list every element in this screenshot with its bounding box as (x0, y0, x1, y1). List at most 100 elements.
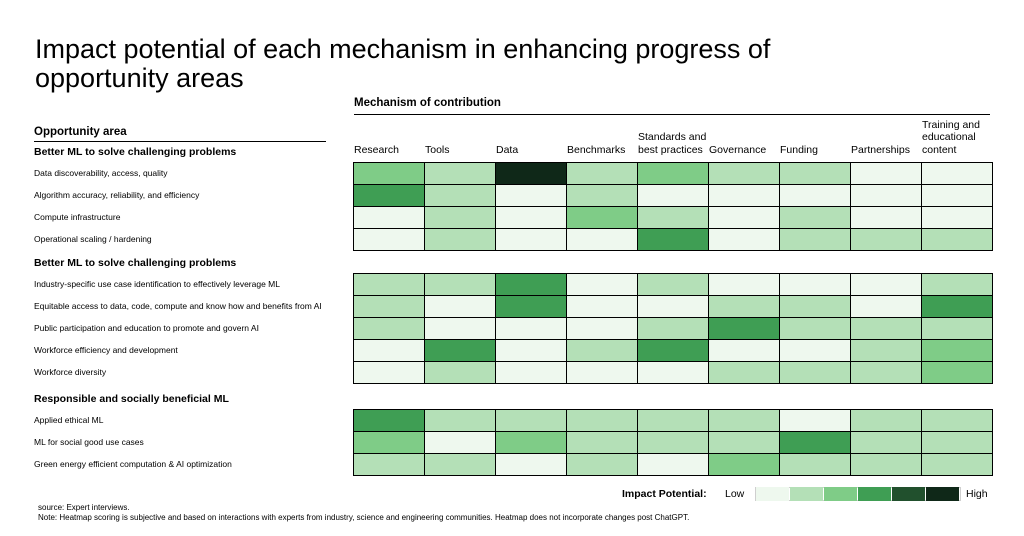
heatmap-cell (424, 409, 496, 432)
heatmap-cell (495, 453, 567, 476)
heatmap-cell (495, 228, 567, 251)
heatmap-cell (850, 206, 922, 229)
heatmap-cell (708, 409, 780, 432)
row-label: Operational scaling / hardening (34, 234, 152, 244)
heatmap-cell (708, 162, 780, 185)
heatmap-cell (495, 206, 567, 229)
column-header: Data (496, 143, 519, 156)
row-label: Applied ethical ML (34, 415, 104, 425)
heatmap-cell (495, 361, 567, 384)
column-axis-title: Mechanism of contribution (354, 97, 501, 109)
row-label: Data discoverability, access, quality (34, 168, 168, 178)
row-label: Green energy efficient computation & AI … (34, 459, 232, 469)
legend-title: Impact Potential: (622, 488, 707, 500)
heatmap-cell (850, 162, 922, 185)
heatmap-cell (779, 317, 851, 340)
row-label: Workforce diversity (34, 367, 107, 377)
group-label: Responsible and socially beneficial ML (34, 393, 229, 405)
heatmap-cell (353, 162, 425, 185)
heatmap-cell (637, 431, 709, 454)
heatmap-cell (779, 453, 851, 476)
heatmap-cell (637, 361, 709, 384)
heatmap-cell (566, 339, 638, 362)
heatmap-cell (850, 409, 922, 432)
heatmap-cell (637, 317, 709, 340)
column-header: Standards and best practices (638, 131, 707, 156)
heatmap-cell (495, 162, 567, 185)
heatmap-cell (708, 295, 780, 318)
legend-swatch (756, 487, 789, 501)
heatmap-cell (850, 273, 922, 296)
heatmap-cell (353, 228, 425, 251)
heatmap-cell (424, 273, 496, 296)
heatmap-cell (566, 228, 638, 251)
heatmap-cell (353, 206, 425, 229)
heatmap-cell (708, 206, 780, 229)
heatmap-cell (566, 361, 638, 384)
heatmap-cell (424, 317, 496, 340)
heatmap-cell (921, 184, 993, 207)
heatmap-cell (424, 361, 496, 384)
heatmap-cell (779, 273, 851, 296)
legend-low-label: Low (725, 488, 745, 500)
heatmap-cell (850, 361, 922, 384)
heatmap-cell (495, 273, 567, 296)
heatmap-cell (637, 228, 709, 251)
row-label: ML for social good use cases (34, 437, 144, 447)
heatmap-cell (566, 409, 638, 432)
group-label: Better ML to solve challenging problems (34, 257, 237, 269)
heatmap-cell (850, 431, 922, 454)
heatmap-cell (708, 228, 780, 251)
heatmap-cell (708, 317, 780, 340)
heatmap-cell (921, 162, 993, 185)
row-label: Public participation and education to pr… (34, 323, 259, 333)
heatmap-cell (779, 361, 851, 384)
row-axis-title: Opportunity area (34, 126, 127, 138)
heatmap-cell (850, 453, 922, 476)
heatmap-cell (637, 206, 709, 229)
heatmap-cell (424, 431, 496, 454)
heatmap-cell (850, 317, 922, 340)
heatmap-cell (495, 431, 567, 454)
column-header: Partnerships (851, 143, 910, 156)
legend-swatch (892, 487, 925, 501)
heatmap-cell (424, 339, 496, 362)
heatmap-cell (353, 295, 425, 318)
heatmap-cell (921, 361, 993, 384)
heatmap-cell (779, 295, 851, 318)
heatmap-cell (353, 431, 425, 454)
heatmap-cell (921, 273, 993, 296)
row-label: Workforce efficiency and development (34, 345, 178, 355)
heatmap-cell (495, 295, 567, 318)
column-header: Research (354, 143, 399, 156)
heatmap-cell (921, 295, 993, 318)
heatmap-cell (424, 228, 496, 251)
column-header: Governance (709, 143, 767, 156)
heatmap-cell (424, 453, 496, 476)
heatmap-cell (424, 206, 496, 229)
heatmap-cell (566, 295, 638, 318)
column-header: Training and educational content (922, 118, 980, 156)
heatmap-cell (353, 361, 425, 384)
heatmap-cell (637, 339, 709, 362)
heatmap-cell (921, 228, 993, 251)
legend-high-label: High (966, 488, 988, 500)
heatmap-cell (850, 339, 922, 362)
heatmap-cell (708, 184, 780, 207)
heatmap-cell (850, 228, 922, 251)
heatmap-cell (566, 431, 638, 454)
heatmap-cell (495, 184, 567, 207)
heatmap-cell (495, 409, 567, 432)
heatmap-cell (566, 162, 638, 185)
heatmap-cell (637, 453, 709, 476)
heatmap-cell (566, 184, 638, 207)
heatmap-cell (566, 317, 638, 340)
source-note: source: Expert interviews. (38, 503, 130, 512)
heatmap-cell (708, 431, 780, 454)
row-label: Algorithm accuracy, reliability, and eff… (34, 190, 200, 200)
heatmap-cell (353, 184, 425, 207)
heatmap-cell (637, 184, 709, 207)
heatmap-cell (708, 273, 780, 296)
group-label: Better ML to solve challenging problems (34, 146, 237, 158)
heatmap-cell (424, 162, 496, 185)
